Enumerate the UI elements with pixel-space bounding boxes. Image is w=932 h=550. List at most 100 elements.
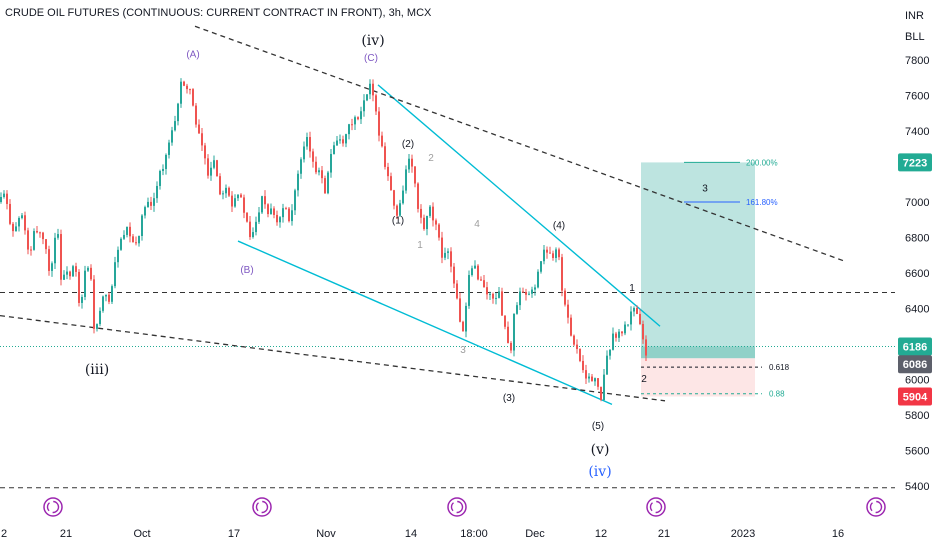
- stop-zone[interactable]: [641, 358, 755, 397]
- candle-body: [291, 210, 293, 222]
- event-marker-icon[interactable]: [447, 497, 467, 517]
- candle-body: [552, 253, 554, 258]
- wave-label[interactable]: (v): [591, 442, 610, 458]
- candle-body: [627, 324, 629, 326]
- candle-body: [51, 263, 53, 271]
- wave-label[interactable]: (iv): [588, 464, 611, 480]
- trendline[interactable]: [237, 240, 613, 405]
- candle-body: [270, 208, 272, 215]
- candle-body: [117, 249, 119, 263]
- wave-label[interactable]: (3): [503, 393, 515, 404]
- candle-body: [453, 266, 455, 284]
- candle-body: [468, 275, 470, 306]
- candle-body: [456, 283, 458, 299]
- candle-body: [30, 249, 32, 251]
- wave-label[interactable]: (5): [592, 421, 604, 432]
- candle-body: [339, 139, 341, 141]
- candle-body: [285, 208, 287, 210]
- candle-body: [492, 293, 494, 299]
- candle-body: [132, 236, 134, 243]
- wave-label[interactable]: (2): [402, 139, 414, 150]
- candle-body: [582, 360, 584, 371]
- candle-body: [597, 378, 599, 387]
- candle-body: [129, 226, 131, 237]
- price-badge: [898, 337, 932, 356]
- wave-label[interactable]: (B): [240, 265, 253, 276]
- wave-label[interactable]: 1: [629, 283, 635, 294]
- candle-body: [174, 121, 176, 131]
- candle-body: [33, 231, 35, 250]
- trendline[interactable]: [0, 314, 666, 402]
- candle-body: [615, 333, 617, 338]
- candle-body: [48, 249, 50, 271]
- candle-body: [135, 242, 137, 244]
- candle-body: [240, 194, 242, 198]
- candle-body: [600, 386, 602, 400]
- y-tick-label: 7600: [905, 91, 929, 103]
- x-tick-label: Nov: [316, 528, 336, 540]
- candle-body: [642, 324, 644, 340]
- candle-body: [255, 221, 257, 233]
- candle-body: [618, 331, 620, 338]
- candle-body: [186, 85, 188, 90]
- candle-body: [198, 124, 200, 134]
- candle-body: [297, 173, 299, 191]
- candle-body: [612, 333, 614, 350]
- target-zone[interactable]: [641, 162, 755, 359]
- candle-body: [375, 95, 377, 112]
- candle-body: [159, 170, 161, 186]
- current-profit-zone: [641, 346, 755, 359]
- candle-body: [522, 291, 524, 293]
- candle-body: [570, 317, 572, 336]
- candle-body: [396, 205, 398, 216]
- event-marker-icon[interactable]: [646, 497, 666, 517]
- candle-body: [261, 196, 263, 213]
- candle-body: [621, 331, 623, 334]
- event-marker-icon[interactable]: [866, 497, 886, 517]
- event-marker-icon[interactable]: [43, 497, 63, 517]
- x-tick-label: Dec: [525, 528, 545, 540]
- candle-body: [54, 237, 56, 264]
- candle-body: [36, 231, 38, 233]
- x-tick-label: 14: [405, 528, 417, 540]
- candle-body: [444, 252, 446, 258]
- wave-label[interactable]: (1): [392, 215, 404, 226]
- candle-body: [573, 335, 575, 345]
- candle-body: [321, 170, 323, 179]
- wave-label[interactable]: (iv): [361, 33, 384, 49]
- wave-label[interactable]: 2: [428, 153, 434, 164]
- candle-body: [435, 220, 437, 225]
- candle-body: [636, 307, 638, 314]
- wave-label[interactable]: 2: [641, 374, 647, 385]
- wave-label[interactable]: 3: [460, 345, 466, 356]
- wave-label[interactable]: (4): [553, 221, 565, 232]
- trendline[interactable]: [377, 84, 661, 327]
- wave-label[interactable]: (C): [364, 53, 378, 64]
- wave-label[interactable]: (iii): [85, 362, 109, 378]
- wave-label[interactable]: (A): [186, 49, 199, 60]
- candle-body: [333, 145, 335, 155]
- trendline[interactable]: [194, 25, 844, 262]
- candle-body: [516, 305, 518, 314]
- candle-body: [438, 224, 440, 238]
- candle-body: [312, 151, 314, 162]
- candle-body: [486, 287, 488, 295]
- wave-label[interactable]: 3: [702, 183, 708, 194]
- candle-body: [141, 215, 143, 236]
- candle-body: [558, 249, 560, 258]
- event-marker-icon[interactable]: [252, 497, 272, 517]
- x-tick-label: 21: [60, 528, 72, 540]
- candle-body: [381, 135, 383, 147]
- y-tick-label: 6400: [905, 304, 929, 316]
- candle-body: [402, 190, 404, 204]
- candle-body: [441, 237, 443, 258]
- candle-body: [429, 206, 431, 216]
- candle-body: [150, 201, 152, 206]
- candle-body: [246, 212, 248, 222]
- candle-body: [606, 355, 608, 375]
- candle-body: [360, 111, 362, 120]
- wave-label[interactable]: 1: [417, 240, 423, 251]
- candle-body: [165, 154, 167, 169]
- wave-label[interactable]: 4: [474, 219, 480, 230]
